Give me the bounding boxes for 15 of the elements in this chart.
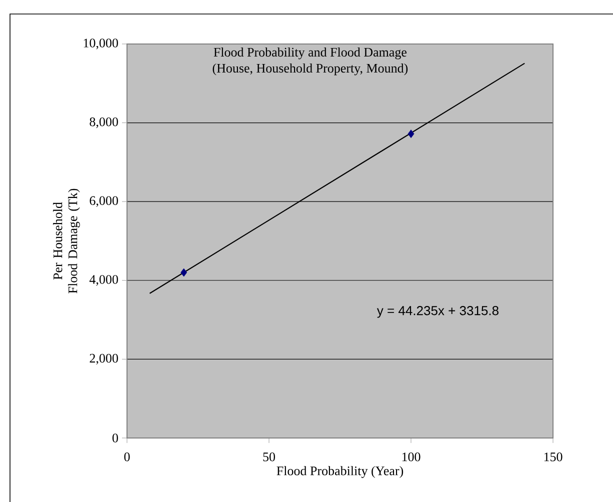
x-tick-label: 150 [544,452,562,462]
y-axis-title: Per Household Flood Damage (Tk) [53,188,80,294]
x-axis-title: Flood Probability (Year) [276,466,404,478]
text: (House, Household Property, Mound) [212,63,408,76]
y-tick-label: 2,000 [90,354,118,365]
y-tick-label: 10,000 [84,38,118,50]
y-tick-label: 4,000 [89,275,118,286]
y-tick-label: 0 [112,434,118,442]
y-tick-label: 6,000 [90,196,118,207]
x-tick-label: 100 [402,452,420,462]
x-tick-label: 0 [124,452,130,462]
x-tick-label: 50 [263,452,276,462]
annotation: y = 44.235x + 3315.8 [376,306,498,318]
chart-title: Flood Probability and Flood Damage [214,47,407,60]
y-tick-label: 8,000 [90,117,118,128]
